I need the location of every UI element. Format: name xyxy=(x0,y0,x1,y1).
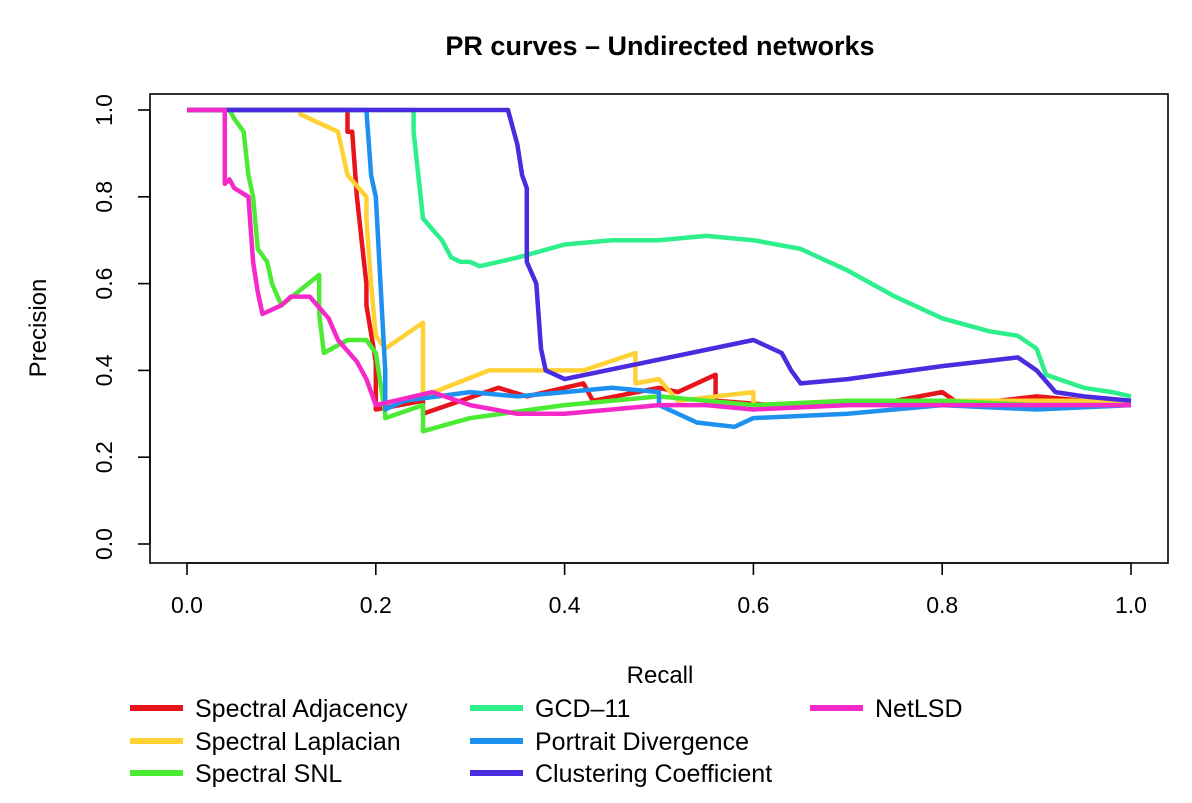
series-line-portrait-divergence xyxy=(187,107,1132,430)
plot-frame xyxy=(149,93,1169,564)
legend-label-spectral-adjacency: Spectral Adjacency xyxy=(195,695,408,723)
y-axis-label: Precision xyxy=(25,279,52,378)
x-tick-label: 0.2 xyxy=(360,592,392,618)
series-line-netlsd xyxy=(187,107,1131,417)
y-tick-label: 0.0 xyxy=(91,528,117,560)
y-tick-label: 0.6 xyxy=(91,268,117,300)
legend-label-spectral-laplacian: Spectral Laplacian xyxy=(195,728,401,756)
y-tick-label: 0.4 xyxy=(91,354,117,386)
legend-label-clustering-coefficient: Clustering Coefficient xyxy=(535,760,772,788)
series-line-gcd-11 xyxy=(187,107,1132,399)
chart-title: PR curves – Undirected networks xyxy=(445,31,874,61)
x-tick-label: 0.4 xyxy=(549,592,581,618)
legend-label-spectral-snl: Spectral SNL xyxy=(195,760,342,788)
x-tick-label: 0.6 xyxy=(737,592,769,618)
y-axis: 0.0 0.2 0.4 0.6 0.8 1.0 xyxy=(91,94,151,560)
x-axis: 0.0 0.2 0.4 0.6 0.8 1.0 xyxy=(171,562,1147,618)
legend-label-gcd-11: GCD–11 xyxy=(535,695,630,723)
y-tick-label: 0.8 xyxy=(91,181,117,213)
x-axis-label: Recall xyxy=(627,662,694,689)
legend-label-netlsd: NetLSD xyxy=(875,695,963,723)
x-tick-label: 0.8 xyxy=(926,592,958,618)
legend: Spectral Adjacency Spectral Laplacian Spec… xyxy=(130,695,963,788)
legend-label-portrait-divergence: Portrait Divergence xyxy=(535,728,749,756)
plot-area xyxy=(149,93,1169,564)
x-tick-label: 1.0 xyxy=(1115,592,1147,618)
x-tick-label: 0.0 xyxy=(171,592,203,618)
series-group xyxy=(187,107,1132,434)
series-line-clustering-coefficient xyxy=(187,107,1132,404)
series-line-spectral-adjacency xyxy=(187,107,1131,417)
series-line-spectral-snl xyxy=(187,107,1131,434)
y-tick-label: 1.0 xyxy=(91,94,117,126)
y-tick-label: 0.2 xyxy=(91,441,117,473)
